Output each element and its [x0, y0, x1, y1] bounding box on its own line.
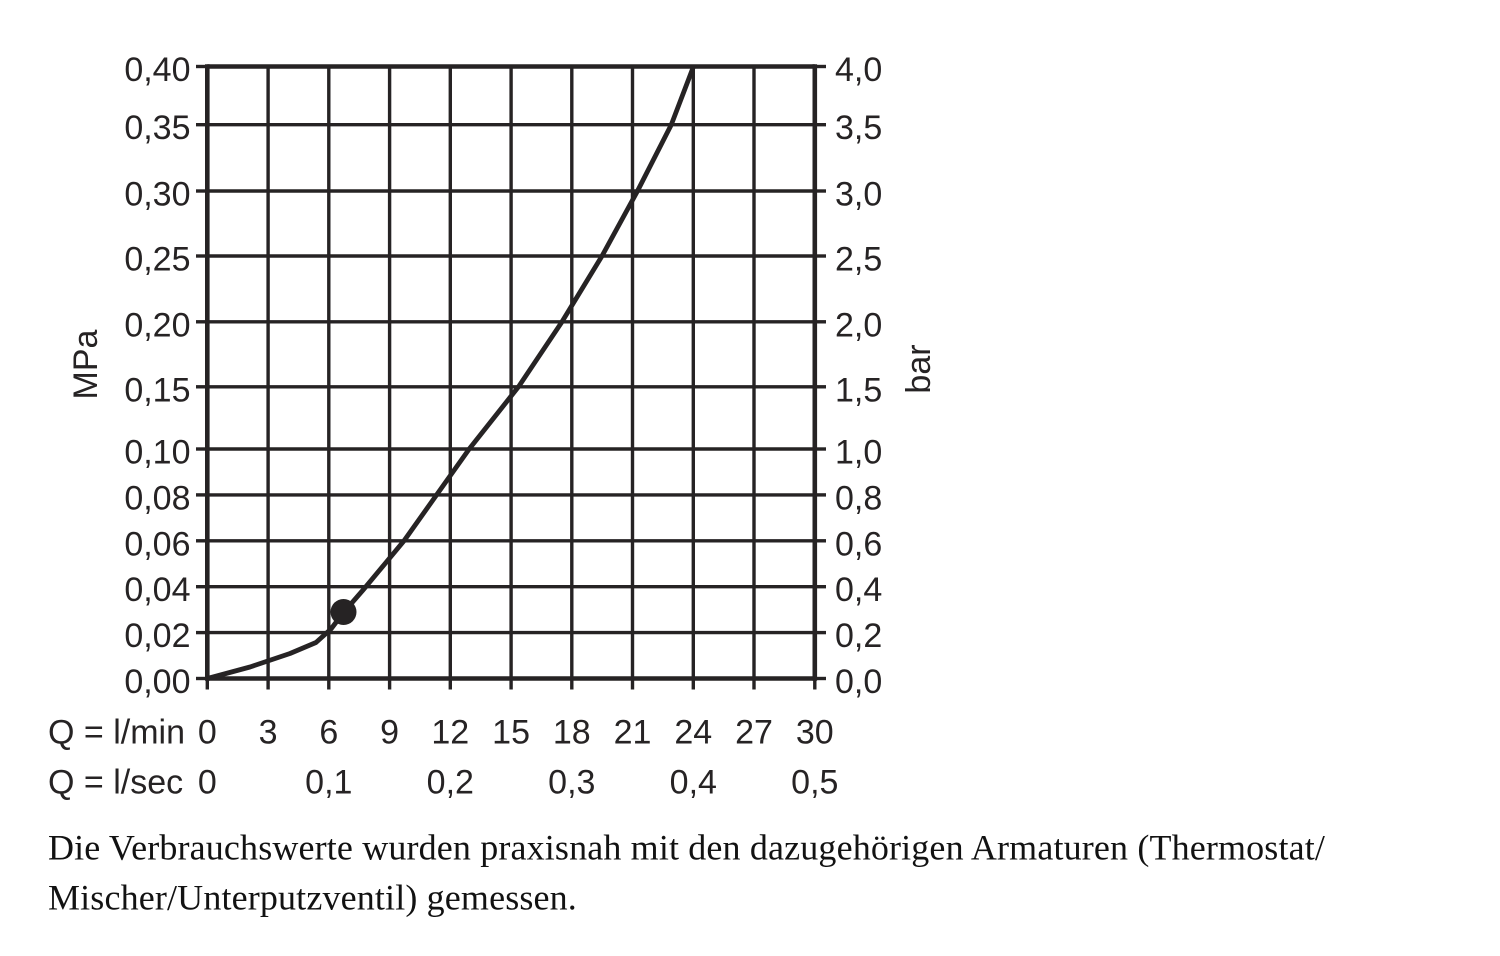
svg-text:1,0: 1,0	[835, 434, 882, 472]
svg-text:0,5: 0,5	[791, 764, 838, 802]
svg-text:0,40: 0,40	[124, 51, 190, 89]
svg-text:0,4: 0,4	[835, 571, 882, 609]
svg-text:21: 21	[614, 714, 652, 752]
svg-text:2,0: 2,0	[835, 306, 882, 344]
svg-text:0,15: 0,15	[124, 371, 190, 409]
svg-text:27: 27	[735, 714, 773, 752]
svg-text:Q = l/sec: Q = l/sec	[48, 764, 183, 802]
svg-text:2,5: 2,5	[835, 241, 882, 279]
svg-text:MPa: MPa	[67, 329, 105, 399]
svg-text:0,35: 0,35	[124, 109, 190, 147]
svg-text:3,5: 3,5	[835, 109, 882, 147]
svg-text:0,8: 0,8	[835, 479, 882, 517]
svg-text:0,1: 0,1	[305, 764, 352, 802]
svg-text:0,02: 0,02	[124, 617, 190, 655]
svg-text:Die Verbrauchswerte wurden pra: Die Verbrauchswerte wurden praxisnah mit…	[48, 828, 1325, 868]
svg-text:0,08: 0,08	[124, 479, 190, 517]
svg-text:18: 18	[553, 714, 591, 752]
svg-text:24: 24	[674, 714, 712, 752]
svg-text:15: 15	[492, 714, 530, 752]
svg-text:Q = l/min: Q = l/min	[48, 714, 185, 752]
svg-text:1,5: 1,5	[835, 371, 882, 409]
svg-text:0,6: 0,6	[835, 525, 882, 563]
svg-text:0: 0	[198, 764, 217, 802]
svg-text:0,20: 0,20	[124, 306, 190, 344]
svg-text:0,25: 0,25	[124, 241, 190, 279]
svg-text:0,30: 0,30	[124, 176, 190, 214]
svg-text:4,0: 4,0	[835, 51, 882, 89]
svg-text:0,2: 0,2	[835, 617, 882, 655]
svg-text:0,06: 0,06	[124, 525, 190, 563]
svg-text:0,0: 0,0	[835, 663, 882, 701]
svg-text:0,3: 0,3	[548, 764, 595, 802]
svg-text:0: 0	[198, 714, 217, 752]
svg-text:12: 12	[431, 714, 469, 752]
svg-text:0,10: 0,10	[124, 434, 190, 472]
svg-text:9: 9	[380, 714, 399, 752]
svg-text:0,4: 0,4	[670, 764, 717, 802]
svg-text:0,2: 0,2	[427, 764, 474, 802]
svg-text:3,0: 3,0	[835, 176, 882, 214]
svg-text:Mischer/Unterputzventil) gemes: Mischer/Unterputzventil) gemessen.	[48, 878, 577, 918]
svg-text:6: 6	[319, 714, 338, 752]
svg-text:30: 30	[796, 714, 834, 752]
svg-text:bar: bar	[900, 344, 938, 393]
svg-text:0,00: 0,00	[124, 663, 190, 701]
svg-text:3: 3	[259, 714, 278, 752]
svg-text:0,04: 0,04	[124, 571, 190, 609]
